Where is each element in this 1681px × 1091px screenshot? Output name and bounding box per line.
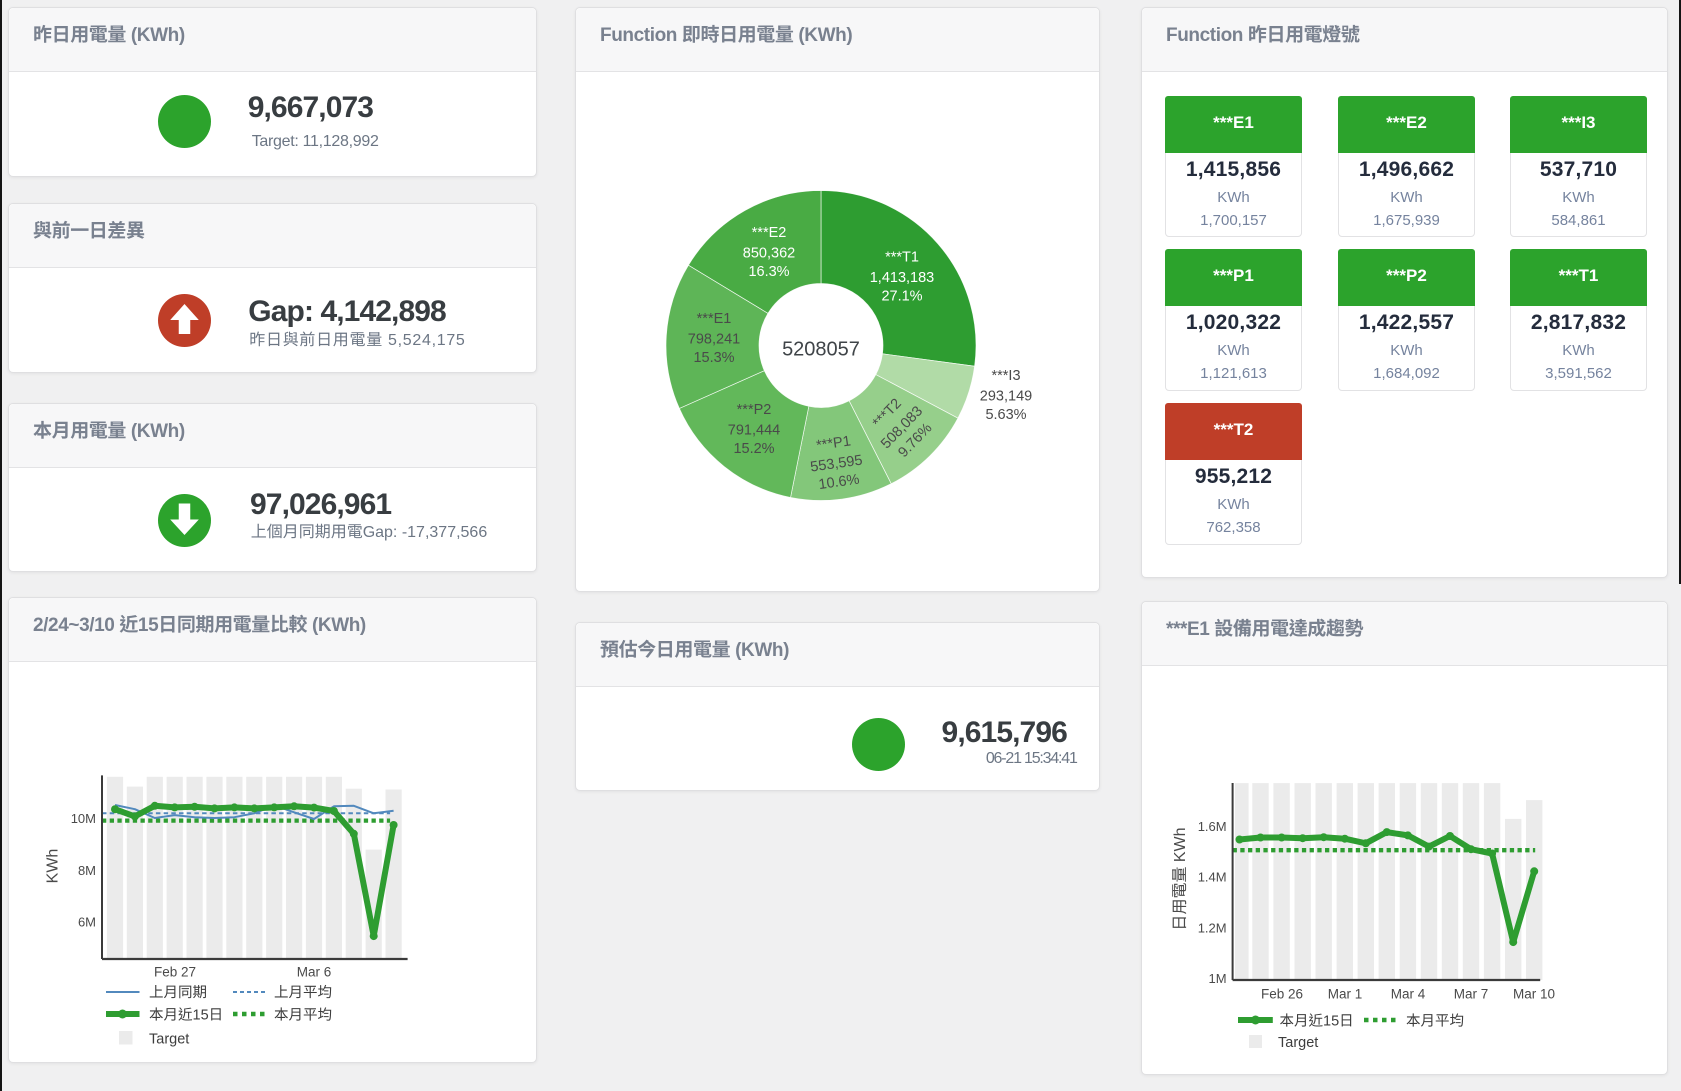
svg-text:上月平均: 上月平均 — [274, 984, 332, 1001]
svg-text:Mar 1: Mar 1 — [1328, 987, 1363, 1002]
svg-text:8M: 8M — [78, 863, 96, 878]
svg-text:791,444: 791,444 — [728, 423, 780, 439]
svg-text:***E1: ***E1 — [697, 311, 732, 327]
svg-text:Mar 6: Mar 6 — [297, 965, 332, 980]
svg-text:本月近15日: 本月近15日 — [149, 1007, 223, 1024]
svg-text:10M: 10M — [71, 811, 96, 826]
svg-text:293,149: 293,149 — [980, 389, 1032, 405]
svg-text:1M: 1M — [1209, 971, 1227, 986]
svg-text:15.2%: 15.2% — [733, 441, 774, 457]
svg-text:***P1: ***P1 — [815, 433, 852, 454]
svg-text:1.2M: 1.2M — [1198, 920, 1227, 935]
svg-text:本月平均: 本月平均 — [1406, 1013, 1464, 1030]
svg-text:Mar 7: Mar 7 — [1454, 987, 1489, 1002]
svg-text:6M: 6M — [78, 915, 96, 930]
svg-text:1.4M: 1.4M — [1198, 870, 1227, 885]
svg-text:Mar 10: Mar 10 — [1513, 987, 1555, 1002]
svg-text:日用電量 KWh: 日用電量 KWh — [1172, 827, 1189, 930]
svg-text:***P2: ***P2 — [737, 402, 772, 418]
svg-text:553,595: 553,595 — [809, 452, 863, 475]
svg-text:KWh: KWh — [45, 849, 62, 884]
svg-text:850,362: 850,362 — [743, 246, 795, 262]
svg-text:本月近15日: 本月近15日 — [1280, 1013, 1354, 1030]
svg-text:16.3%: 16.3% — [748, 264, 789, 280]
svg-text:本月平均: 本月平均 — [274, 1007, 332, 1024]
svg-text:***E2: ***E2 — [752, 225, 787, 241]
svg-text:Mar 4: Mar 4 — [1391, 987, 1426, 1002]
svg-text:5.63%: 5.63% — [985, 407, 1026, 423]
svg-text:15.3%: 15.3% — [693, 350, 734, 366]
svg-text:1,413,183: 1,413,183 — [870, 270, 935, 286]
svg-text:Feb 26: Feb 26 — [1261, 987, 1303, 1002]
svg-text:***I3: ***I3 — [991, 368, 1020, 384]
svg-text:上月同期: 上月同期 — [149, 985, 207, 1001]
svg-text:5208057: 5208057 — [782, 339, 860, 361]
svg-text:1.6M: 1.6M — [1198, 819, 1227, 834]
svg-text:Target: Target — [149, 1032, 189, 1048]
svg-text:***T1: ***T1 — [885, 250, 919, 266]
svg-text:Target: Target — [1278, 1035, 1318, 1051]
svg-text:798,241: 798,241 — [688, 332, 740, 348]
svg-text:10.6%: 10.6% — [818, 472, 861, 494]
svg-text:Feb 27: Feb 27 — [154, 965, 196, 980]
svg-text:27.1%: 27.1% — [881, 289, 922, 305]
